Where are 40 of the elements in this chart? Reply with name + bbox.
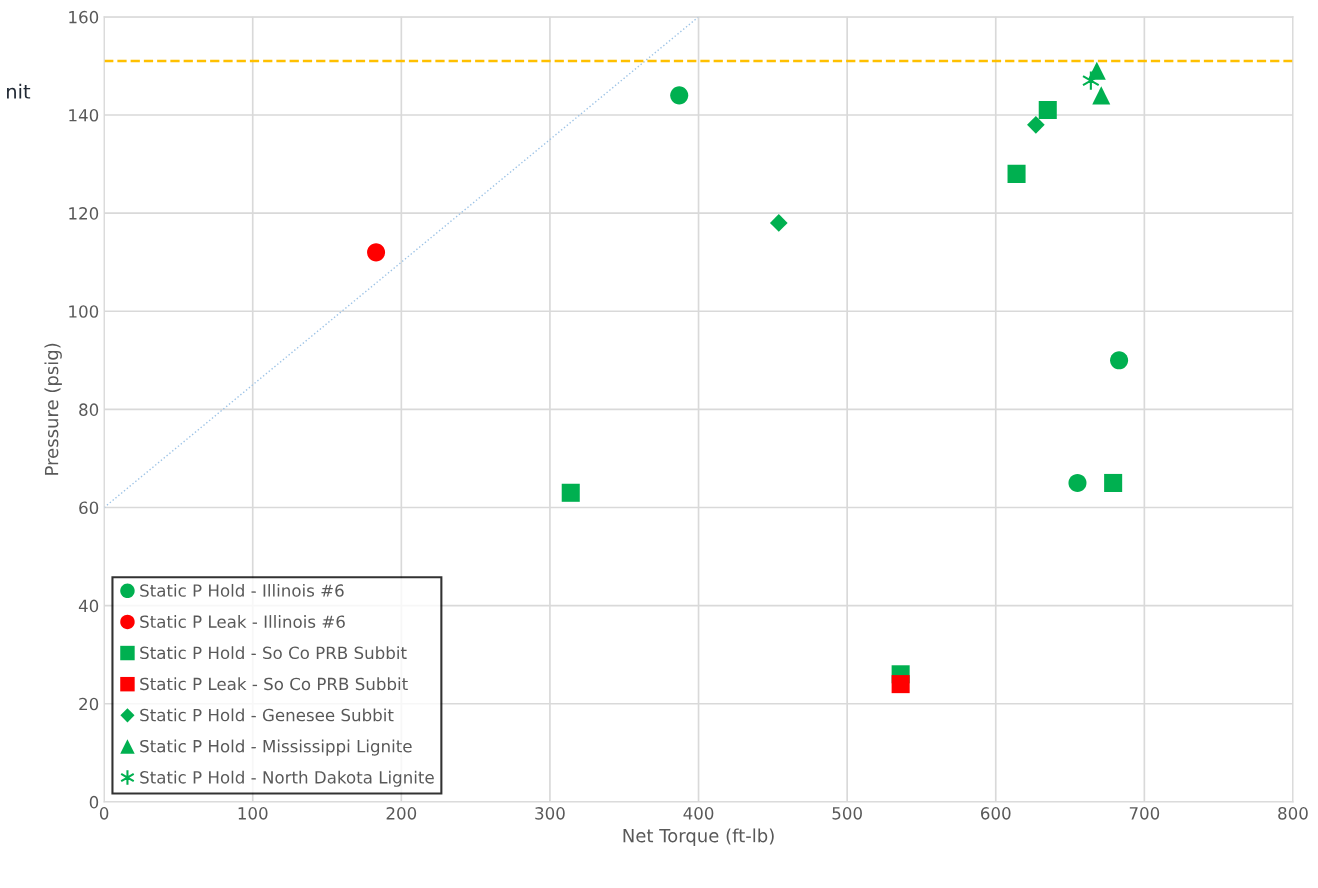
point bbox=[367, 243, 386, 262]
legend-label: Static P Hold - So Co PRB Subbit bbox=[140, 646, 407, 660]
y-axis-title: Pressure (psig) bbox=[44, 343, 62, 475]
y-tick-label: 0 bbox=[89, 795, 99, 809]
legend-label: Static P Hold - Illinois #6 bbox=[140, 583, 344, 597]
text: nit bbox=[7, 83, 31, 99]
point bbox=[769, 214, 788, 232]
point bbox=[891, 675, 910, 694]
point bbox=[561, 483, 580, 502]
legend-label: Static P Hold - Mississippi Lignite bbox=[140, 739, 412, 756]
x-axis-title: Net Torque (ft-lb) bbox=[623, 828, 774, 846]
x-tick-label: 500 bbox=[832, 807, 862, 820]
x-tick-label: 800 bbox=[1278, 807, 1308, 820]
x-tick-label: 600 bbox=[981, 807, 1011, 820]
legend-label: Static P Leak - So Co PRB Subbit bbox=[140, 677, 408, 691]
y-tick-label: 20 bbox=[79, 697, 99, 711]
x-tick-label: 700 bbox=[1129, 807, 1160, 820]
point bbox=[1038, 101, 1057, 120]
point bbox=[1092, 86, 1111, 105]
point bbox=[1104, 473, 1123, 492]
x-tick-label: 0 bbox=[99, 807, 109, 820]
point bbox=[1027, 115, 1045, 134]
y-tick-label: 160 bbox=[69, 10, 99, 24]
legend-label: Static P Leak - Illinois #6 bbox=[140, 615, 345, 628]
y-tick-label: 60 bbox=[79, 501, 99, 515]
y-tick-label: 140 bbox=[69, 108, 99, 122]
y-tick-label: 40 bbox=[78, 599, 99, 613]
legend-label: Static P Hold - Genesee Subbit bbox=[140, 708, 394, 722]
x-tick-label: 400 bbox=[683, 807, 714, 820]
x-tick-label: 100 bbox=[238, 807, 268, 820]
point bbox=[670, 86, 689, 105]
x-tick-label: 300 bbox=[535, 807, 565, 820]
y-tick-label: 120 bbox=[69, 207, 99, 220]
y-tick-label: 80 bbox=[79, 403, 99, 416]
point bbox=[1110, 351, 1129, 370]
legend-label: Static P Hold - North Dakota Lignite bbox=[140, 770, 434, 787]
point bbox=[1068, 473, 1087, 492]
x-tick-label: 200 bbox=[386, 807, 417, 820]
point bbox=[1007, 164, 1026, 183]
y-tick-label: 100 bbox=[69, 305, 99, 318]
